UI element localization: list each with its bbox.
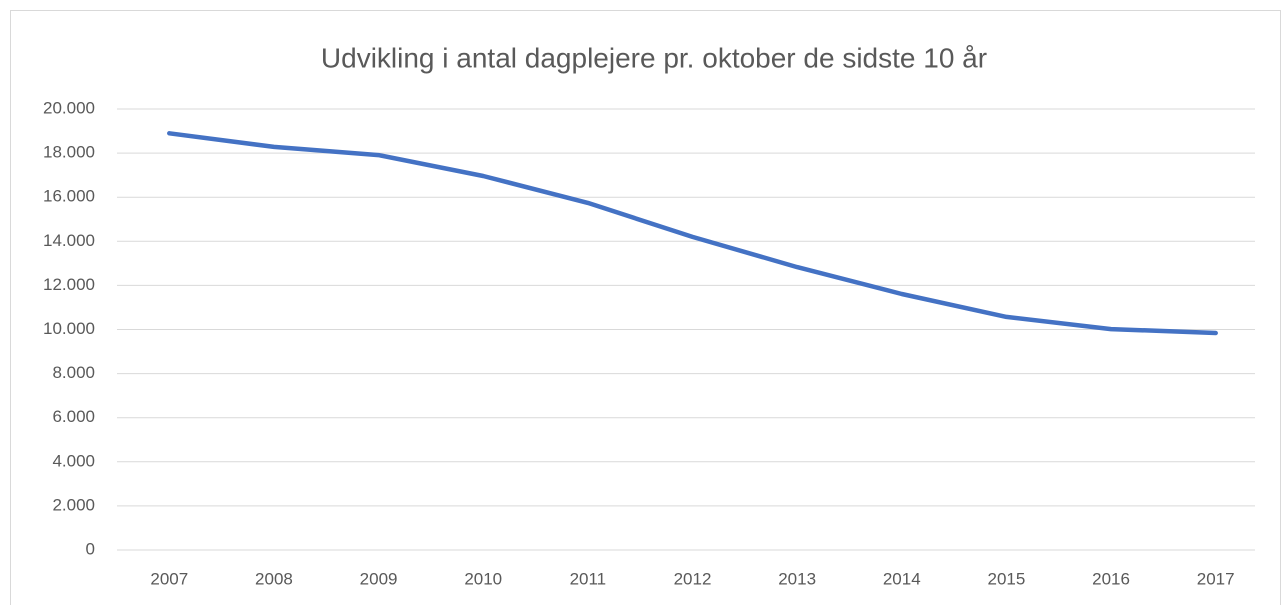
y-tick-label: 2.000 (52, 495, 95, 514)
x-tick-label: 2009 (360, 569, 398, 588)
y-tick-label: 16.000 (43, 187, 95, 206)
y-tick-label: 10.000 (43, 319, 95, 338)
chart-title: Udvikling i antal dagplejere pr. oktober… (321, 42, 987, 73)
y-tick-label: 8.000 (52, 363, 95, 382)
y-tick-label: 12.000 (43, 275, 95, 294)
x-tick-label: 2012 (674, 569, 712, 588)
x-tick-label: 2015 (987, 569, 1025, 588)
y-tick-label: 14.000 (43, 231, 95, 250)
x-tick-label: 2014 (883, 569, 921, 588)
x-tick-label: 2013 (778, 569, 816, 588)
y-tick-label: 20.000 (43, 98, 95, 117)
y-tick-label: 18.000 (43, 143, 95, 162)
x-tick-label: 2010 (464, 569, 502, 588)
x-tick-label: 2011 (570, 569, 607, 588)
y-tick-label: 0 (86, 539, 95, 558)
x-tick-label: 2017 (1197, 569, 1235, 588)
y-tick-label: 4.000 (52, 451, 95, 470)
line-series (167, 131, 1218, 336)
x-tick-label: 2008 (255, 569, 293, 588)
x-tick-label: 2016 (1092, 569, 1130, 588)
y-tick-label: 6.000 (52, 407, 95, 426)
chart-frame (10, 10, 1281, 605)
x-tick-label: 2007 (150, 569, 188, 588)
